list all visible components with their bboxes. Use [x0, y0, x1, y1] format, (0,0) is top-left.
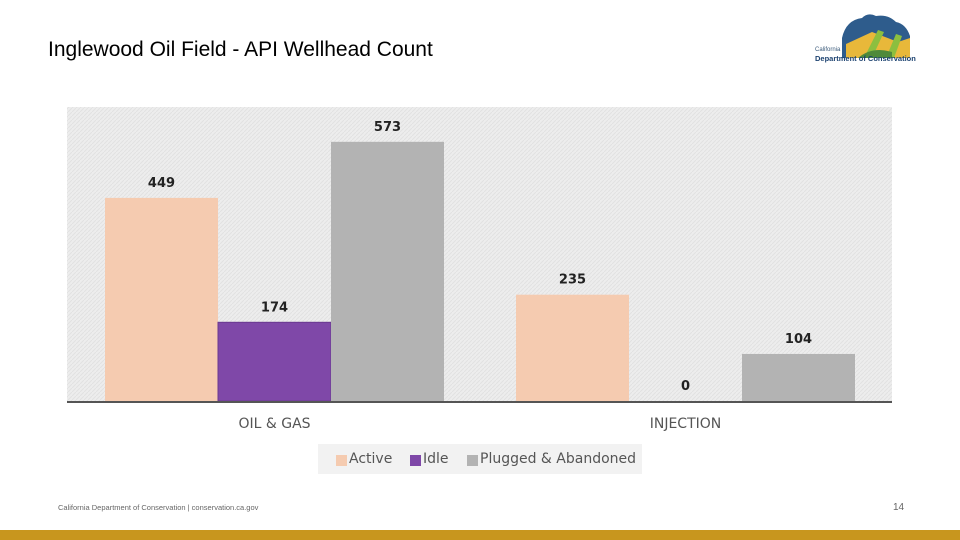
conservation-bear-logo-icon	[842, 14, 910, 58]
legend-label-active: Active	[349, 451, 393, 467]
bar-plugged-oil-gas	[331, 141, 444, 401]
bottom-accent-bar	[0, 530, 960, 540]
chart-legend: Active Idle Plugged & Abandoned	[318, 444, 642, 474]
data-label-plugged-oil-gas: 573	[374, 120, 401, 135]
bar-active-oil-gas	[105, 197, 218, 401]
legend-label-plugged: Plugged & Abandoned	[480, 451, 637, 467]
page-number: 14	[893, 502, 905, 513]
x-tick-label-oil-gas: OIL & GAS	[238, 416, 310, 432]
bar-plugged-injection	[742, 353, 855, 401]
page-title: Inglewood Oil Field - API Wellhead Count	[48, 38, 433, 61]
legend-swatch-plugged	[467, 455, 478, 466]
data-label-active-oil-gas: 449	[148, 176, 175, 191]
data-label-idle-injection: 0	[681, 379, 690, 394]
legend-swatch-active	[336, 455, 347, 466]
logo-text-department: Department of Conservation	[815, 54, 916, 63]
x-tick-label-injection: INJECTION	[650, 416, 722, 432]
logo-text-state: California	[815, 47, 841, 53]
bar-idle-oil-gas	[217, 321, 332, 402]
data-label-plugged-injection: 104	[785, 332, 812, 347]
legend-label-idle: Idle	[423, 451, 449, 467]
data-label-active-injection: 235	[559, 273, 586, 288]
footer-text: California Department of Conservation | …	[58, 503, 259, 512]
legend-swatch-idle	[410, 455, 421, 466]
bar-active-injection	[516, 294, 629, 401]
data-label-idle-oil-gas: 174	[261, 300, 288, 315]
